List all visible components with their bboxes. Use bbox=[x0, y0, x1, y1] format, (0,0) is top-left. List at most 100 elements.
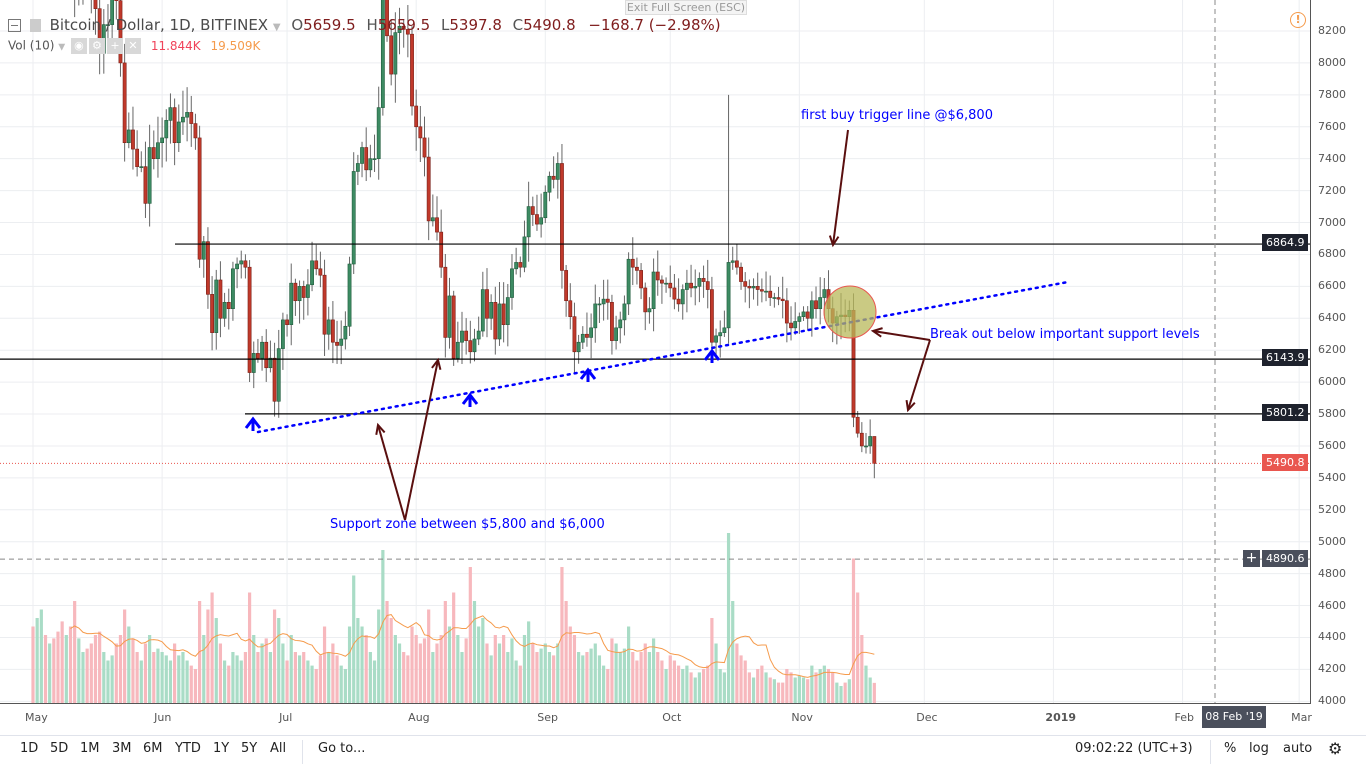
candle bbox=[689, 282, 693, 289]
price-chart[interactable] bbox=[0, 0, 1310, 703]
volume-bar bbox=[139, 660, 143, 703]
volume-bar bbox=[622, 648, 627, 703]
volume-bar bbox=[672, 660, 677, 703]
volume-bar bbox=[522, 635, 527, 703]
candle bbox=[809, 300, 814, 319]
volume-bar bbox=[252, 635, 256, 703]
candle bbox=[206, 241, 210, 295]
candle bbox=[326, 319, 331, 335]
log-toggle[interactable]: log bbox=[1249, 741, 1269, 756]
volume-bar bbox=[614, 643, 618, 703]
volume-bar bbox=[189, 665, 193, 703]
high-value: 5659.5 bbox=[377, 16, 431, 34]
candle bbox=[447, 295, 452, 338]
candle bbox=[564, 270, 569, 302]
volume-bar bbox=[460, 652, 464, 703]
volume-label[interactable]: Vol (10) bbox=[8, 38, 55, 53]
volume-bar bbox=[489, 655, 493, 703]
range-6m[interactable]: 6M bbox=[143, 741, 163, 756]
price-tick: 8000 bbox=[1318, 55, 1346, 69]
volume-bar bbox=[114, 643, 118, 703]
volume-bar bbox=[343, 669, 347, 703]
candle bbox=[739, 266, 743, 282]
add-alert-plus-button[interactable]: + bbox=[1243, 550, 1260, 567]
volume-bar bbox=[439, 635, 443, 703]
arrow-head-icon bbox=[375, 422, 386, 436]
auto-toggle[interactable]: auto bbox=[1283, 741, 1313, 756]
volume-bar bbox=[131, 638, 135, 703]
candle bbox=[185, 112, 190, 118]
volume-bar bbox=[164, 655, 168, 703]
candle bbox=[243, 260, 248, 268]
alert-icon[interactable]: ! bbox=[1290, 12, 1306, 28]
range-all[interactable]: All bbox=[270, 741, 287, 756]
volume-bar bbox=[485, 643, 489, 703]
close-icon[interactable]: ✕ bbox=[124, 38, 141, 54]
candle bbox=[364, 147, 369, 171]
volume-bar bbox=[543, 643, 547, 703]
volume-bar bbox=[547, 652, 552, 703]
volume-bar bbox=[306, 660, 310, 703]
volume-bar bbox=[864, 665, 868, 703]
range-5d[interactable]: 5D bbox=[50, 741, 69, 756]
volume-bar bbox=[389, 618, 393, 703]
candle bbox=[539, 217, 544, 225]
candle bbox=[455, 341, 460, 359]
goto-button[interactable]: Go to... bbox=[318, 741, 366, 756]
volume-bar bbox=[360, 626, 364, 703]
plus-icon[interactable]: + bbox=[106, 38, 123, 54]
candle bbox=[347, 263, 352, 327]
range-1d[interactable]: 1D bbox=[20, 741, 39, 756]
level-label: 6143.9 bbox=[1262, 349, 1308, 366]
candle bbox=[755, 286, 760, 290]
flag-icon[interactable] bbox=[29, 19, 41, 32]
volume-bar bbox=[626, 626, 631, 703]
candle bbox=[626, 258, 631, 305]
gear-icon[interactable]: ⚙ bbox=[1328, 739, 1343, 758]
range-1y[interactable]: 1Y bbox=[213, 741, 230, 756]
clock-time[interactable]: 09:02:22 (UTC+3) bbox=[1075, 741, 1193, 756]
symbol-title[interactable]: Bitcoin / Dollar, 1D, BITFINEX bbox=[49, 16, 269, 34]
range-1m[interactable]: 1M bbox=[80, 741, 100, 756]
range-3m[interactable]: 3M bbox=[112, 741, 132, 756]
change-value: −168.7 (−2.98%) bbox=[588, 16, 721, 34]
chevron-down-icon[interactable]: ▼ bbox=[58, 42, 66, 53]
volume-bar bbox=[772, 679, 776, 703]
volume-bar bbox=[739, 655, 743, 703]
volume-bar bbox=[418, 643, 422, 703]
eye-icon[interactable]: ◉ bbox=[70, 38, 87, 54]
volume-value: 11.844K bbox=[150, 38, 201, 53]
candle bbox=[393, 32, 398, 75]
volume-bar bbox=[602, 665, 606, 703]
volume-bar bbox=[39, 609, 43, 703]
candle bbox=[701, 278, 706, 282]
candle bbox=[647, 308, 652, 313]
volume-bar bbox=[477, 626, 481, 703]
range-5y[interactable]: 5Y bbox=[241, 741, 258, 756]
annotation-arrow bbox=[907, 339, 931, 411]
close-value: 5490.8 bbox=[523, 16, 576, 34]
candle bbox=[805, 311, 810, 319]
candle bbox=[768, 290, 773, 298]
candle bbox=[201, 241, 206, 260]
price-tick: 7600 bbox=[1318, 119, 1346, 133]
candle bbox=[526, 206, 531, 238]
volume-bar bbox=[64, 635, 68, 703]
volume-bar bbox=[222, 660, 227, 703]
chevron-down-icon[interactable]: ▼ bbox=[272, 22, 281, 33]
gear-icon[interactable]: ⚙ bbox=[88, 38, 105, 54]
exit-fullscreen-button[interactable]: Exit Full Screen (ESC) bbox=[625, 0, 747, 15]
volume-bar bbox=[318, 655, 322, 703]
price-tick: 4000 bbox=[1318, 694, 1346, 708]
collapse-icon[interactable] bbox=[8, 19, 21, 32]
candle bbox=[385, 0, 389, 37]
candle bbox=[855, 416, 860, 434]
percent-toggle[interactable]: % bbox=[1224, 741, 1237, 756]
volume-bar bbox=[518, 665, 522, 703]
volume-bar bbox=[118, 635, 123, 703]
volume-bar bbox=[256, 652, 260, 703]
range-ytd[interactable]: YTD bbox=[175, 741, 201, 756]
volume-bar bbox=[768, 677, 772, 703]
volume-bar bbox=[676, 665, 681, 703]
volume-bar bbox=[243, 652, 248, 703]
